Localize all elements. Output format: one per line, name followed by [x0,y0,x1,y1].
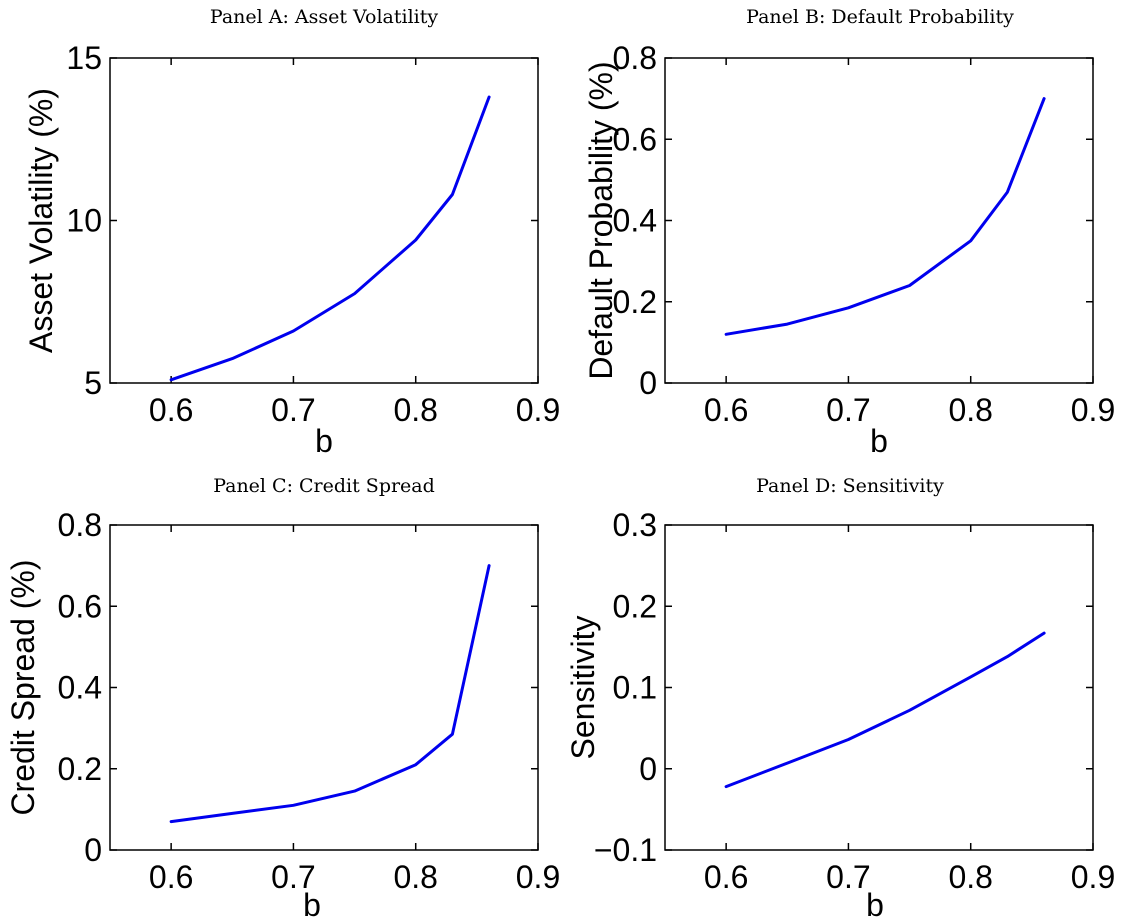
panel-b-x-tick-label: 0.7 [826,392,870,428]
panel-b-series-line [724,97,1046,336]
panel-c-y-tick-label: 0.8 [58,507,102,543]
panel-c-x-tick-label: 0.7 [271,859,315,895]
panel-d-y-tick-label: 0.2 [613,588,657,624]
panel-b-x-tick-label: 0.8 [948,392,992,428]
panel-b-y-tick-label: 0.6 [613,121,657,157]
panel-b-y-tick-label: 0.4 [613,203,657,239]
panel-d-x-tick-label: 0.9 [1071,859,1115,895]
panel-b-y-tick-label: 0.2 [613,284,657,320]
panel-b-x-axis-label: b [870,423,888,459]
panel-b-y-tick-label: 0.8 [613,40,657,76]
panel-b-y-axis-label: Default Probability (%) [583,61,619,379]
panel-d-y-tick-label: 0.1 [613,670,657,706]
panel-c-title: Panel C: Credit Spread [213,475,435,497]
panel-a-y-tick-label: 5 [84,365,102,401]
panel-a-axes [109,57,539,384]
panel-c-axes [109,524,539,851]
panel-a: Panel A: Asset Volatility 0.6 0.7 0.8 0.9 5 1… [23,6,560,459]
panel-c-series-line [169,564,491,824]
panel-c-y-axis-label: Credit Spread (%) [5,559,41,815]
panel-b: Panel B: Default Probability 0.6 0.7 0.8 0.… [583,6,1115,459]
panel-b-y-tick-label: 0 [639,365,657,401]
panel-d: Panel D: Sensitivity 0.6 0.7 0.8 0.9−0.100.… [565,475,1115,920]
panel-d-y-axis-label: Sensitivity [565,615,601,759]
panel-a-y-tick-label: 15 [66,40,102,76]
panel-d-y-tick-label: 0.3 [613,507,657,543]
panel-c-y-tick-label: 0.6 [58,588,102,624]
panel-a-x-tick-label: 0.7 [271,392,315,428]
panel-d-x-tick-label: 0.7 [826,859,870,895]
panel-c-x-tick-label: 0.9 [516,859,560,895]
panel-a-y-axis-label: Asset Volatility (%) [23,88,59,353]
panel-d-axes [664,524,1094,851]
panel-c-y-tick-label: 0 [84,832,102,868]
panel-d-title: Panel D: Sensitivity [756,475,944,497]
panel-c-y-tick-label: 0.4 [58,670,102,706]
panel-c-x-tick-label: 0.8 [393,859,437,895]
panel-a-ticks: 0.6 0.7 0.8 0.9 5 10 15 [66,40,560,428]
panel-c-x-tick-label: 0.6 [149,859,193,895]
panel-b-ticks: 0.6 0.7 0.8 0.9 0 0.2 0.4 0.6 0.8 [613,40,1116,428]
panel-a-x-tick-label: 0.8 [393,392,437,428]
panel-a-y-tick-label: 10 [66,203,102,239]
panel-c-y-tick-label: 0.2 [58,751,102,787]
panel-b-x-tick-label: 0.6 [704,392,748,428]
panel-d-x-tick-label: 0.8 [948,859,992,895]
panel-d-x-axis-label: b [866,887,884,920]
panel-c: Panel C: Credit Spread 0.6 0.7 0.8 0.900.20… [5,475,560,920]
panel-d-y-tick-label: −0.1 [594,832,657,868]
panel-a-x-tick-label: 0.9 [516,392,560,428]
panel-b-x-tick-label: 0.9 [1071,392,1115,428]
panel-a-series-line [169,95,491,382]
panel-b-title: Panel B: Default Probability [746,6,1014,28]
panel-a-x-tick-label: 0.6 [149,392,193,428]
panel-b-axes [664,57,1094,384]
panel-d-y-tick-label: 0 [639,751,657,787]
panel-c-x-axis-label: b [303,887,321,920]
panel-d-ticks: 0.6 0.7 0.8 0.9 −0.1 0 0.1 0.2 0.3 [594,507,1115,895]
panel-a-title: Panel A: Asset Volatility [210,6,438,28]
panel-d-x-tick-label: 0.6 [704,859,748,895]
panel-c-ticks: 0.6 0.7 0.8 0.9 0 0.2 0.4 0.6 0.8 [58,507,561,895]
panel-d-series-line [724,631,1046,789]
panel-a-x-axis-label: b [315,423,333,459]
